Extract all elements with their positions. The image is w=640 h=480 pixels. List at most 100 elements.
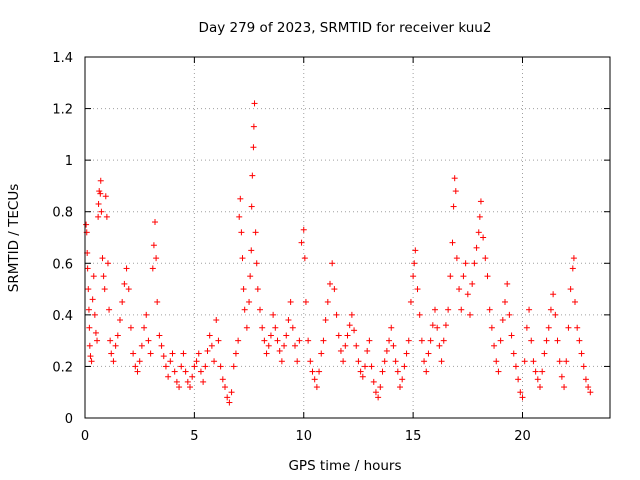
data-point: [272, 324, 279, 331]
data-point: [462, 260, 469, 267]
data-point: [89, 296, 96, 303]
data-point: [202, 363, 209, 370]
data-point: [456, 286, 463, 293]
data-point: [572, 298, 578, 305]
data-point: [504, 280, 511, 287]
y-tick-label: 0: [65, 412, 73, 427]
data-point: [103, 213, 110, 220]
grid: [85, 57, 610, 418]
data-point: [471, 260, 478, 267]
data-point: [132, 363, 139, 370]
data-point: [355, 358, 362, 365]
y-tick-label: 0.2: [52, 360, 73, 375]
x-axis-label: GPS time / hours: [288, 458, 401, 474]
data-point: [523, 324, 530, 331]
y-tick-label: 1.2: [52, 103, 73, 118]
data-point: [156, 332, 163, 339]
x-tick-label: 5: [190, 429, 198, 444]
data-point: [252, 229, 259, 236]
data-point: [451, 175, 458, 182]
data-point: [517, 389, 524, 396]
data-point: [528, 337, 535, 344]
x-tick-label: 20: [514, 429, 531, 444]
data-point: [515, 376, 522, 383]
data-point: [176, 384, 183, 391]
y-tick-label: 0.8: [52, 206, 73, 221]
data-point: [342, 342, 349, 349]
data-point: [149, 265, 156, 272]
data-point: [411, 260, 418, 267]
data-point: [200, 378, 207, 385]
data-point: [117, 317, 123, 324]
data-point: [90, 273, 97, 280]
data-point: [248, 203, 255, 210]
data-point: [340, 358, 347, 365]
data-point: [302, 298, 309, 305]
data-point: [197, 368, 204, 375]
data-point: [364, 347, 371, 354]
data-point: [259, 324, 266, 331]
data-point: [561, 384, 568, 391]
data-point: [249, 172, 256, 179]
data-point: [187, 384, 193, 391]
data-point: [442, 322, 449, 329]
data-point: [97, 190, 104, 197]
data-point: [576, 337, 583, 344]
data-point: [412, 247, 419, 254]
data-point: [359, 373, 366, 380]
data-point: [294, 358, 301, 365]
data-point: [169, 350, 176, 357]
data-point: [493, 358, 500, 365]
data-point: [86, 342, 93, 349]
data-point: [311, 376, 318, 383]
data-point: [99, 255, 106, 262]
data-point: [558, 373, 565, 380]
data-point: [392, 358, 399, 365]
plot-frame: [84, 56, 611, 419]
data-point: [543, 337, 550, 344]
data-point: [537, 384, 543, 391]
data-point: [301, 255, 308, 262]
data-point: [278, 358, 285, 365]
data-point: [85, 286, 92, 293]
data-point: [436, 342, 443, 349]
data-point: [267, 332, 274, 339]
data-point: [250, 144, 257, 151]
data-point: [86, 324, 93, 331]
data-point: [236, 213, 243, 220]
data-point: [476, 213, 483, 220]
data-point: [445, 306, 452, 313]
data-point: [423, 368, 430, 375]
data-point: [138, 342, 145, 349]
data-point: [167, 358, 174, 365]
data-point: [285, 317, 292, 324]
data-point: [237, 195, 244, 202]
y-tick-labels: 0 0.2 0.4 0.6 0.8 1 1.2 1.4: [52, 51, 73, 427]
data-point: [453, 255, 460, 262]
data-point: [147, 350, 154, 357]
data-point: [165, 373, 172, 380]
data-point: [447, 273, 454, 280]
data-point: [162, 363, 169, 370]
data-point: [499, 317, 506, 324]
data-point: [416, 311, 423, 318]
data-point: [375, 394, 382, 401]
y-tick-label: 0.6: [52, 257, 73, 272]
data-point: [230, 363, 237, 370]
data-point: [88, 358, 95, 365]
data-point: [95, 200, 102, 207]
data-point: [508, 332, 515, 339]
data-point: [305, 337, 312, 344]
data-point: [134, 368, 141, 375]
data-point: [127, 324, 134, 331]
data-point: [246, 298, 253, 305]
data-point: [83, 221, 90, 228]
data-point: [322, 317, 329, 324]
data-point: [224, 394, 231, 401]
data-point: [370, 378, 377, 385]
data-point: [145, 337, 152, 344]
data-point: [449, 239, 456, 246]
data-point: [545, 324, 552, 331]
data-point: [547, 306, 554, 313]
